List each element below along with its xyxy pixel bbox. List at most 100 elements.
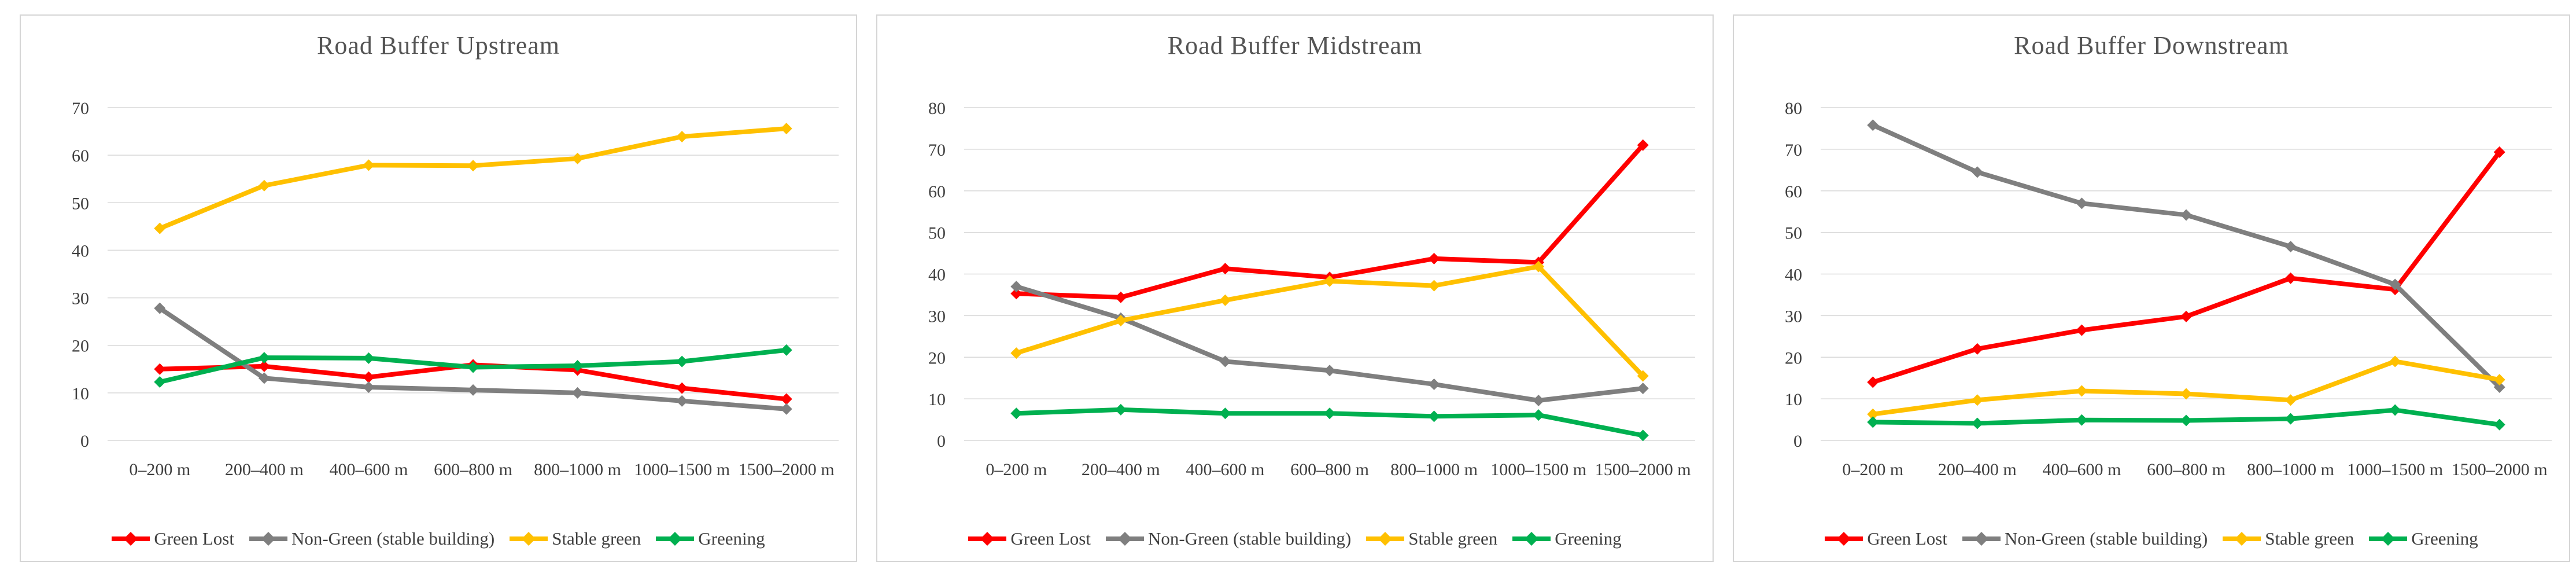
series-marker-stable-green [780, 123, 792, 135]
legend-label: Non-Green (stable building) [2004, 528, 2208, 549]
series-marker-green-lost [1219, 263, 1231, 275]
legend: Green Lost Non-Green (stable building) Sta… [21, 528, 856, 549]
series-line-non-green-stable-building [1870, 123, 2502, 389]
legend-item-stable-green: Stable green [510, 528, 641, 549]
legend-label: Greening [1555, 528, 1622, 549]
plot-area: 0 10 20 30 40 50 60 70 80 0–200 m 200–400 m 400–600… [928, 99, 1695, 479]
legend-line-marker-icon [1825, 531, 1863, 546]
legend-diamond-icon [1378, 531, 1393, 546]
y-axis-tick-label: 60 [72, 146, 89, 166]
series-marker-stable-green [2076, 385, 2088, 397]
x-axis-category-label: 200–400 m [225, 460, 304, 479]
legend-item-green-lost: Green Lost [1825, 528, 1947, 549]
series-marker-stable-green [1114, 315, 1127, 326]
series-marker-non-green-stable-building [2285, 241, 2297, 253]
chart-title: Road Buffer Downstream [2014, 31, 2289, 60]
series-marker-non-green-stable-building [676, 395, 688, 407]
y-axis-tick-label: 20 [1785, 348, 1802, 367]
legend-line-marker-icon [112, 531, 150, 546]
series-marker-greening [1428, 410, 1440, 422]
series-marker-non-green-stable-building [467, 384, 479, 396]
legend: Green Lost Non-Green (stable building) Sta… [877, 528, 1713, 549]
series-marker-green-lost [1971, 343, 1983, 355]
series-marker-green-lost [154, 363, 166, 375]
series-marker-greening [1637, 429, 1649, 442]
legend-label: Greening [2411, 528, 2478, 549]
plot-area: 0 10 20 30 40 50 60 70 0–200 m 200–400 m 400–600 m… [72, 99, 839, 479]
series-marker-greening [571, 360, 584, 372]
chart-panel-road-buffer-downstream: Road Buffer Downstream 0 10 20 30 40 50 60 70 80 0… [1733, 14, 2570, 562]
series-marker-stable-green [571, 152, 584, 164]
y-axis-tick-label: 40 [928, 266, 946, 285]
series-marker-green-lost [1428, 252, 1440, 264]
series-marker-greening [2493, 418, 2505, 431]
series-marker-greening [1867, 416, 1879, 428]
legend-label: Greening [698, 528, 765, 549]
x-axis-category-label: 400–600 m [1186, 460, 1265, 479]
legend-diamond-icon [980, 531, 995, 546]
y-axis-tick-label: 40 [72, 241, 89, 260]
legend-item-greening: Greening [2369, 528, 2478, 549]
y-axis-tick-label: 70 [1785, 141, 1802, 160]
x-axis-category-label: 600–800 m [434, 460, 512, 479]
x-axis-category-label: 0–200 m [986, 460, 1047, 479]
legend-diamond-icon [2235, 531, 2249, 546]
x-axis-category-label: 0–200 m [1842, 460, 1903, 479]
series-marker-greening [363, 352, 375, 364]
legend-label: Non-Green (stable building) [291, 528, 495, 549]
legend-label: Stable green [552, 528, 641, 549]
series-marker-greening [676, 355, 688, 367]
series-marker-green-lost [258, 360, 270, 372]
series-marker-non-green-stable-building [258, 372, 270, 384]
x-axis-category-label: 1500–2000 m [2452, 460, 2548, 479]
series-marker-stable-green [1219, 294, 1231, 306]
y-axis-tick-label: 60 [928, 182, 946, 201]
series-marker-stable-green [2285, 394, 2297, 406]
y-axis-tick-label: 80 [928, 99, 946, 118]
legend-diamond-icon [1974, 531, 1988, 546]
chart-panel-road-buffer-midstream: Road Buffer Midstream 0 10 20 30 40 50 60 70 80 0–… [876, 14, 1714, 562]
series-marker-stable-green [363, 159, 375, 171]
y-axis-tick-label: 20 [72, 337, 89, 356]
y-axis-tick-label: 60 [1785, 182, 1802, 201]
legend-item-green-lost: Green Lost [968, 528, 1091, 549]
series-marker-greening [2180, 414, 2192, 427]
legend-item-non-green-stable-building: Non-Green (stable building) [1962, 528, 2208, 549]
y-axis-tick-label: 0 [937, 432, 946, 451]
x-axis-category-label: 600–800 m [2147, 460, 2226, 479]
series-marker-greening [2285, 413, 2297, 425]
y-axis-tick-label: 30 [72, 289, 89, 308]
series-marker-green-lost [780, 393, 792, 405]
series-marker-non-green-stable-building [2493, 381, 2505, 393]
chart-title: Road Buffer Upstream [317, 31, 560, 60]
legend-diamond-icon [2381, 531, 2396, 546]
series-marker-stable-green [467, 160, 479, 172]
legend-item-non-green-stable-building: Non-Green (stable building) [1105, 528, 1351, 549]
series-marker-non-green-stable-building [2389, 278, 2401, 291]
x-axis-category-label: 1000–1500 m [1490, 460, 1586, 479]
legend-diamond-icon [522, 531, 536, 546]
legend-diamond-icon [1837, 531, 1851, 546]
legend: Green Lost Non-Green (stable building) Sta… [1734, 528, 2569, 549]
series-marker-non-green-stable-building [1010, 281, 1023, 293]
chart-title: Road Buffer Midstream [1167, 31, 1423, 60]
legend-line-marker-icon [510, 531, 548, 546]
legend-label: Green Lost [1010, 528, 1091, 549]
series-marker-greening [780, 344, 792, 356]
y-axis-tick-label: 70 [72, 99, 89, 118]
series-marker-greening [1010, 407, 1023, 420]
series-marker-stable-green [1324, 275, 1335, 287]
series-line-stable-green [157, 126, 789, 231]
x-axis-category-label: 800–1000 m [1390, 460, 1478, 479]
legend-label: Stable green [1408, 528, 1498, 549]
legend-item-green-lost: Green Lost [112, 528, 234, 549]
series-marker-greening [1533, 409, 1545, 421]
series-marker-green-lost [1867, 376, 1879, 388]
legend-diamond-icon [1117, 531, 1132, 546]
series-marker-green-lost [2493, 146, 2505, 158]
series-marker-stable-green [258, 179, 270, 192]
series-marker-non-green-stable-building [154, 302, 166, 314]
y-axis-tick-label: 70 [928, 141, 946, 160]
series-marker-non-green-stable-building [1324, 365, 1335, 377]
